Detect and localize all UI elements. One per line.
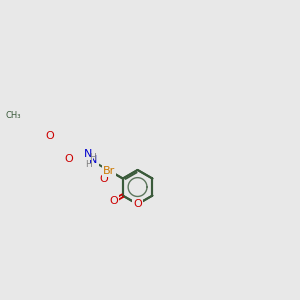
Text: O: O xyxy=(100,174,109,184)
Text: N: N xyxy=(89,155,98,165)
Text: Br: Br xyxy=(103,166,115,176)
Text: O: O xyxy=(46,131,54,142)
Text: O: O xyxy=(64,154,73,164)
Text: N: N xyxy=(84,148,92,159)
Text: O: O xyxy=(133,199,142,209)
Text: H: H xyxy=(89,153,96,162)
Text: H: H xyxy=(85,160,92,169)
Text: CH₃: CH₃ xyxy=(5,111,21,120)
Text: O: O xyxy=(109,196,118,206)
